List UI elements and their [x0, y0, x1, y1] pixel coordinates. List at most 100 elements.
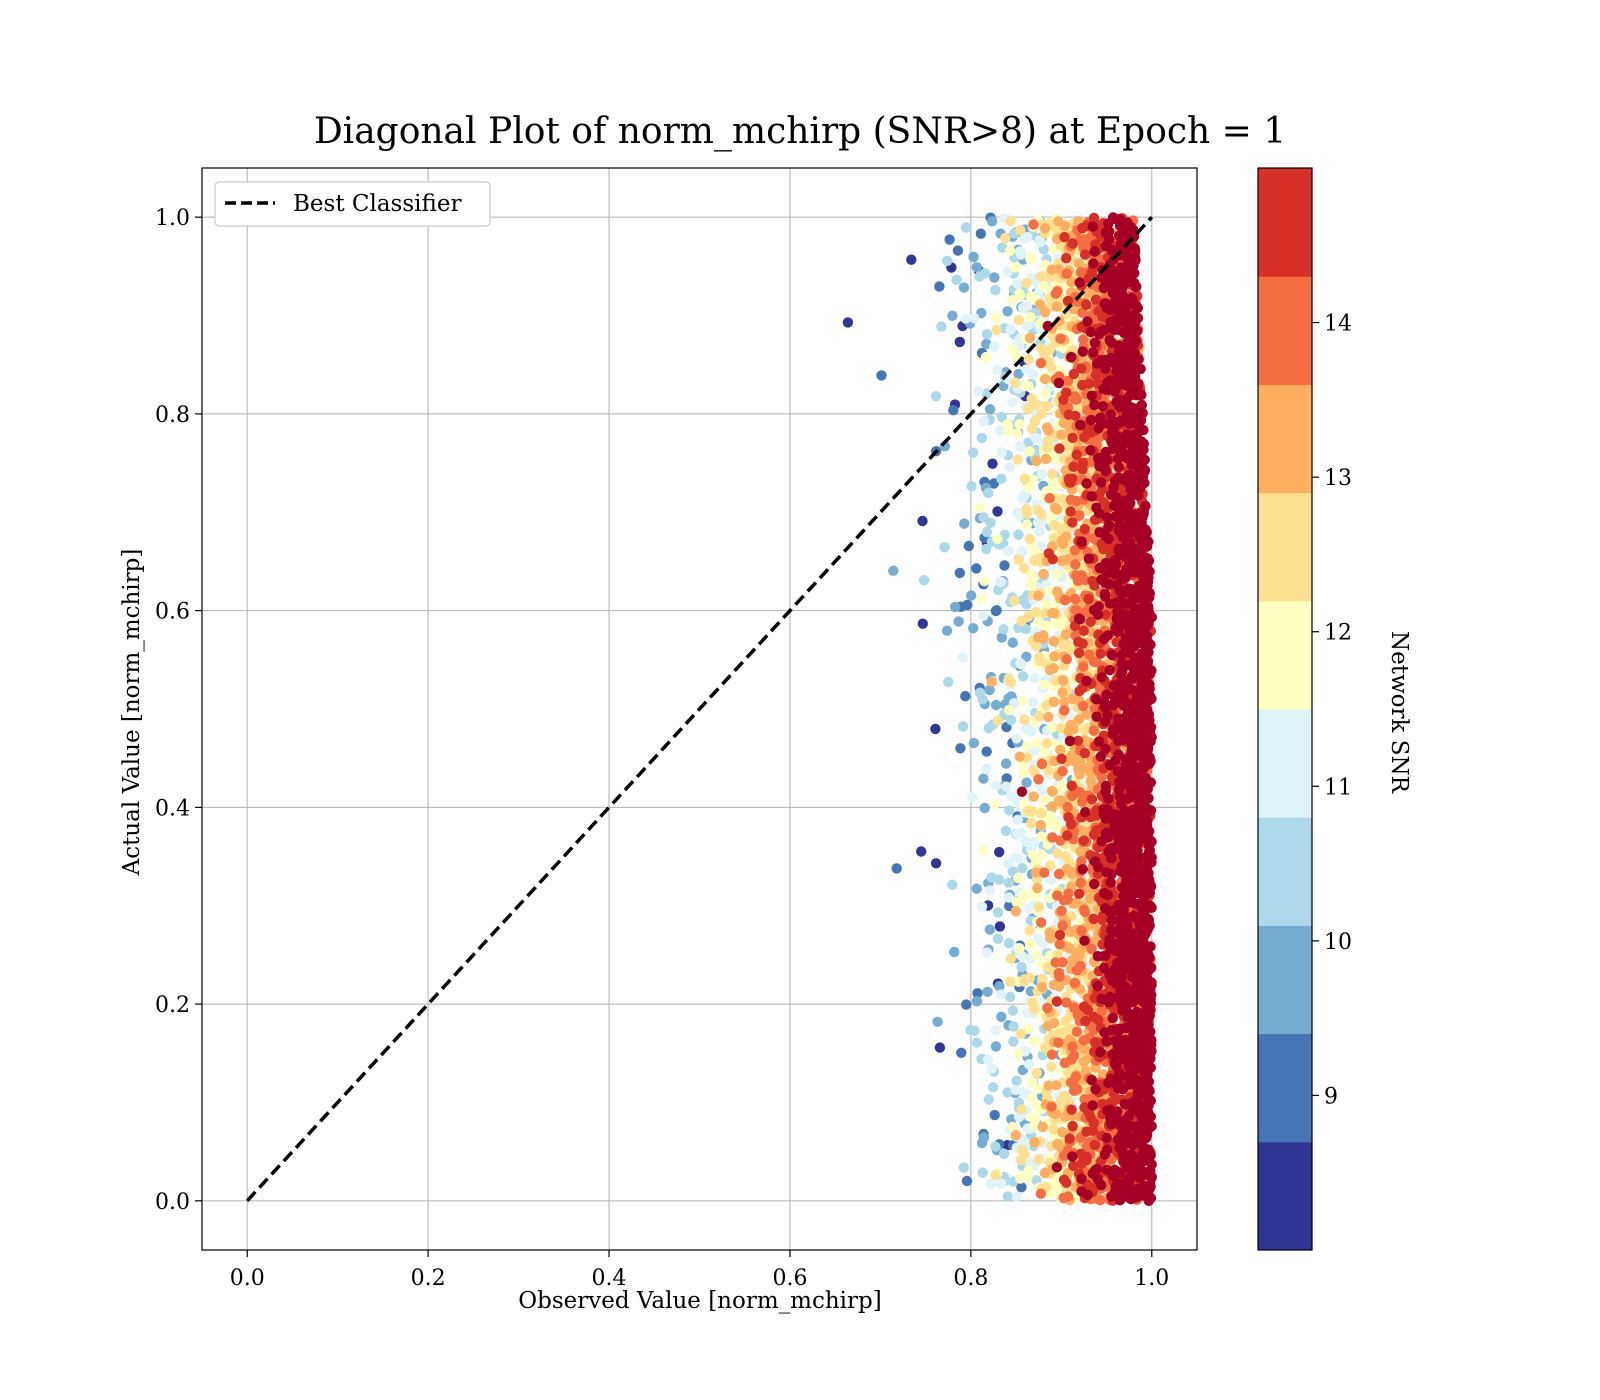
scatter-point	[1047, 722, 1058, 733]
scatter-point	[1059, 697, 1070, 708]
scatter-point	[1057, 920, 1068, 931]
scatter-point	[1078, 234, 1089, 245]
scatter-point	[1069, 977, 1081, 989]
scatter-point	[1009, 853, 1020, 864]
scatter-point	[1029, 415, 1041, 427]
scatter-point	[1118, 662, 1129, 673]
scatter-point	[1036, 831, 1047, 842]
scatter-point	[1048, 452, 1060, 463]
scatter-point	[1075, 877, 1086, 889]
scatter-point	[1024, 972, 1035, 984]
scatter-point	[1067, 1120, 1078, 1132]
scatter-point	[981, 338, 992, 350]
scatter-point	[1090, 369, 1102, 380]
scatter-point	[1019, 714, 1030, 725]
scatter-point	[1015, 290, 1026, 301]
scatter-point	[1076, 1158, 1087, 1169]
scatter-point	[1016, 1144, 1028, 1156]
scatter-point	[1031, 1101, 1043, 1112]
scatter-point	[1113, 462, 1125, 473]
scatter-point	[985, 1178, 996, 1189]
scatter-point	[1021, 519, 1033, 530]
scatter-point	[1073, 647, 1085, 659]
scatter-point	[1062, 801, 1073, 813]
scatter-point	[1108, 970, 1119, 981]
scatter-point	[1036, 758, 1048, 770]
scatter-point	[1067, 517, 1078, 528]
scatter-point	[990, 780, 1002, 791]
scatter-point	[1023, 437, 1034, 448]
scatter-point	[999, 560, 1010, 571]
scatter-point	[1000, 232, 1011, 244]
scatter-point	[1079, 523, 1090, 535]
scatter-point	[1045, 875, 1057, 886]
scatter-point	[1067, 693, 1078, 705]
scatter-point	[1123, 843, 1134, 854]
scatter-point	[1088, 258, 1099, 269]
scatter-point	[1106, 649, 1118, 661]
scatter-point	[1047, 801, 1058, 812]
scatter-point	[1089, 246, 1100, 257]
scatter-point	[1003, 425, 1014, 437]
scatter-point	[981, 746, 992, 757]
scatter-point	[943, 676, 954, 688]
scatter-point	[1009, 595, 1020, 606]
scatter-point	[1024, 446, 1035, 457]
scatter-point	[1037, 784, 1048, 796]
scatter-point	[984, 924, 995, 935]
scatter-point	[1061, 253, 1072, 264]
scatter-point	[1027, 369, 1039, 380]
scatter-point	[1086, 794, 1098, 805]
scatter-point	[1034, 237, 1046, 248]
scatter-point	[1020, 623, 1032, 635]
scatter-points	[842, 212, 1158, 1207]
scatter-point	[1048, 979, 1060, 991]
scatter-point	[934, 1042, 946, 1053]
scatter-point	[976, 592, 987, 603]
scatter-point	[1034, 618, 1046, 629]
scatter-point	[1015, 827, 1026, 838]
scatter-point	[1024, 332, 1036, 344]
scatter-point	[1033, 901, 1045, 913]
scatter-point	[1040, 1042, 1051, 1053]
scatter-point	[1023, 1059, 1035, 1070]
scatter-point	[1040, 795, 1051, 806]
scatter-point	[1081, 299, 1092, 310]
scatter-point	[1112, 453, 1124, 464]
scatter-point	[1029, 555, 1040, 566]
scatter-point	[1080, 1015, 1091, 1027]
scatter-point	[1077, 457, 1089, 469]
scatter-point	[1011, 428, 1023, 439]
scatter-point	[1050, 821, 1062, 832]
scatter-point	[1054, 929, 1066, 941]
scatter-point	[1062, 375, 1074, 386]
scatter-point	[1030, 432, 1042, 444]
scatter-point	[980, 351, 992, 363]
scatter-point	[1042, 320, 1054, 332]
scatter-point	[1094, 328, 1105, 340]
scatter-point	[1064, 943, 1075, 954]
scatter-point	[1015, 658, 1026, 669]
scatter-point	[1012, 872, 1024, 884]
scatter-point	[1021, 777, 1032, 788]
scatter-point	[1010, 1130, 1022, 1141]
scatter-point	[1088, 1117, 1099, 1129]
scatter-point	[1017, 493, 1028, 504]
scatter-point	[1082, 316, 1093, 327]
scatter-point	[1058, 675, 1069, 686]
scatter-point	[1057, 1126, 1068, 1138]
scatter-point	[1039, 608, 1051, 619]
scatter-point	[1035, 819, 1047, 831]
scatter-point	[1103, 218, 1114, 229]
scatter-point	[994, 981, 1005, 992]
scatter-point	[1057, 766, 1068, 777]
scatter-point	[990, 1141, 1001, 1152]
scatter-point	[1067, 1041, 1078, 1052]
scatter-point	[1117, 290, 1129, 301]
scatter-point	[1104, 991, 1116, 1003]
scatter-point	[1003, 673, 1014, 684]
scatter-point	[1005, 324, 1016, 335]
scatter-point	[1004, 805, 1015, 816]
scatter-point	[991, 312, 1002, 323]
scatter-point	[1109, 297, 1120, 308]
